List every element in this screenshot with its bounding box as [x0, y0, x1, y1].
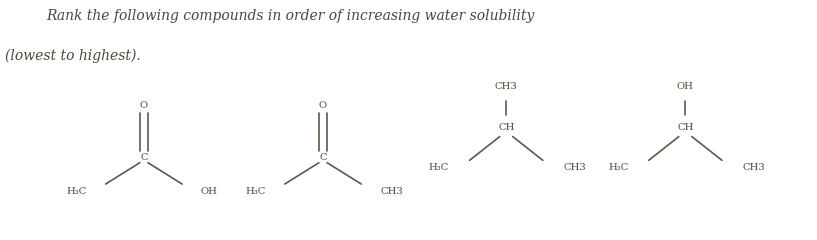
- Text: CH: CH: [498, 123, 515, 132]
- Text: CH3: CH3: [380, 187, 403, 196]
- Text: (lowest to highest).: (lowest to highest).: [6, 49, 141, 63]
- Text: CH3: CH3: [495, 82, 518, 91]
- Text: OH: OH: [201, 187, 218, 196]
- Text: O: O: [319, 101, 327, 110]
- Text: CH: CH: [677, 123, 694, 132]
- Text: H₃C: H₃C: [429, 163, 449, 172]
- Text: OH: OH: [677, 82, 694, 91]
- Text: H₃C: H₃C: [66, 187, 87, 196]
- Text: C: C: [140, 153, 148, 162]
- Text: CH3: CH3: [563, 163, 586, 172]
- Text: O: O: [140, 101, 148, 110]
- Text: Rank the following compounds in order of increasing water solubility: Rank the following compounds in order of…: [47, 8, 534, 23]
- Text: C: C: [319, 153, 327, 162]
- Text: H₃C: H₃C: [608, 163, 628, 172]
- Text: CH3: CH3: [743, 163, 765, 172]
- Text: H₃C: H₃C: [246, 187, 266, 196]
